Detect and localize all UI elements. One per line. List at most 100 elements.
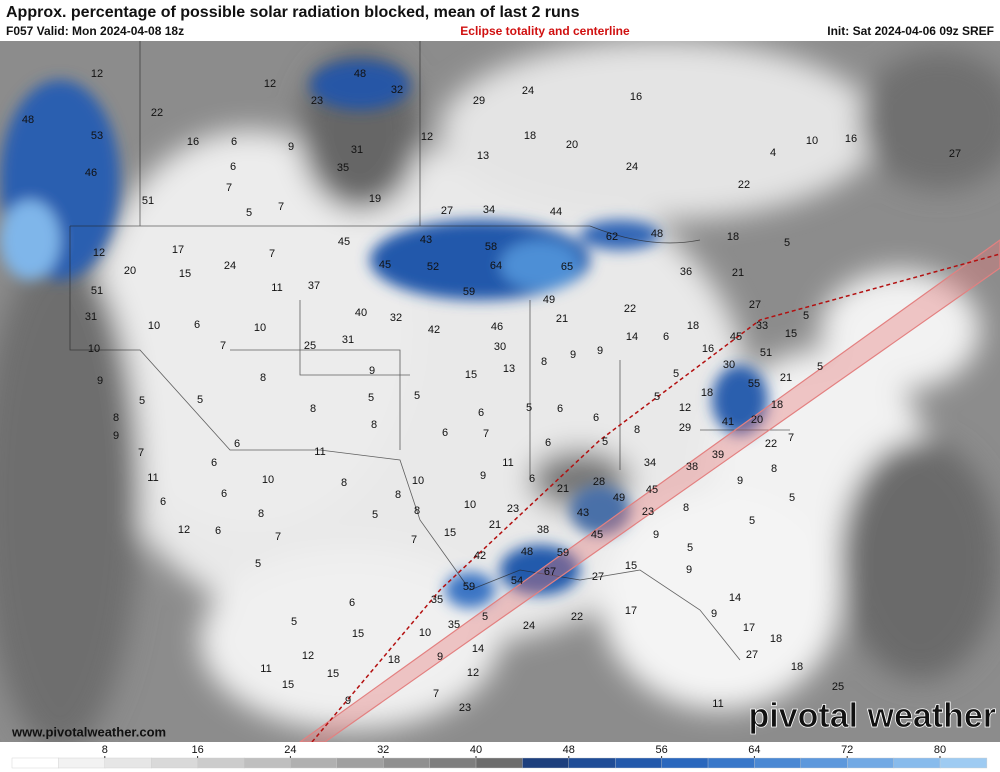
map-value-label: 9 — [113, 430, 119, 442]
map-value-label: 8 — [260, 372, 266, 384]
map-value-label: 22 — [571, 611, 583, 623]
map-value-label: 6 — [663, 331, 669, 343]
map-value-label: 9 — [345, 695, 351, 707]
map-value-label: 7 — [483, 428, 489, 440]
map-value-label: 24 — [224, 260, 236, 272]
colorbar-segment — [615, 757, 663, 769]
map-value-label: 6 — [234, 438, 240, 450]
map-value-label: 16 — [702, 343, 714, 355]
map-value-label: 29 — [679, 422, 691, 434]
map-value-label: 5 — [197, 394, 203, 406]
map-value-label: 8 — [310, 403, 316, 415]
map-value-label: 64 — [490, 260, 502, 272]
map-value-label: 43 — [577, 507, 589, 519]
map-value-label: 6 — [215, 525, 221, 537]
init-time: Init: Sat 2024-04-06 09z SREF — [827, 24, 994, 38]
map-value-label: 16 — [187, 136, 199, 148]
map-value-label: 12 — [302, 650, 314, 662]
map-value-label: 7 — [226, 182, 232, 194]
map-value-label: 48 — [521, 546, 533, 558]
map-value-label: 5 — [372, 509, 378, 521]
map-value-label: 23 — [507, 503, 519, 515]
map-value-label: 5 — [789, 492, 795, 504]
map-value-label: 6 — [211, 457, 217, 469]
map-value-label: 5 — [368, 392, 374, 404]
map-value-label: 12 — [178, 524, 190, 536]
map-value-label: 34 — [644, 457, 656, 469]
map-value-label: 10 — [148, 320, 160, 332]
map-value-label: 7 — [138, 447, 144, 459]
map-value-label: 59 — [463, 581, 475, 593]
colorbar-segment — [290, 757, 338, 769]
map-value-label: 9 — [597, 345, 603, 357]
map-value-label: 6 — [478, 407, 484, 419]
map-value-label: 40 — [355, 307, 367, 319]
map-value-label: 30 — [494, 341, 506, 353]
map-value-label: 5 — [803, 310, 809, 322]
map-value-label: 48 — [354, 68, 366, 80]
map-value-label: 23 — [459, 702, 471, 714]
map-value-label: 18 — [791, 661, 803, 673]
map-value-label: 18 — [524, 130, 536, 142]
map-value-label: 8 — [541, 356, 547, 368]
map-value-label: 45 — [730, 331, 742, 343]
map-value-label: 46 — [491, 321, 503, 333]
map-value-label: 25 — [304, 340, 316, 352]
map-value-label: 23 — [311, 95, 323, 107]
map-value-label: 20 — [124, 265, 136, 277]
title: Approx. percentage of possible solar rad… — [6, 4, 580, 21]
map-value-label: 9 — [288, 141, 294, 153]
map-value-label: 51 — [760, 347, 772, 359]
colorbar-segment — [58, 757, 106, 769]
map-value-label: 27 — [746, 649, 758, 661]
colorbar-segment — [243, 757, 292, 769]
colorbar-segment — [383, 757, 431, 769]
map-value-label: 43 — [420, 234, 432, 246]
map-value-label: 21 — [556, 313, 568, 325]
map-value-label: 49 — [613, 492, 625, 504]
map-value-label: 30 — [723, 359, 735, 371]
colorbar-segment — [661, 757, 709, 769]
map-value-label: 5 — [246, 207, 252, 219]
map-value-label: 15 — [282, 679, 294, 691]
map-value-label: 11 — [271, 282, 282, 294]
map-value-label: 35 — [448, 619, 460, 631]
colorbar-tick-label: 72 — [841, 744, 853, 756]
map-value-label: 8 — [341, 477, 347, 489]
map-value-label: 7 — [411, 534, 417, 546]
map-value-label: 12 — [91, 68, 103, 80]
header-bg — [0, 0, 1000, 41]
map-value-label: 18 — [687, 320, 699, 332]
map-value-label: 11 — [147, 472, 158, 484]
map-value-label: 12 — [93, 247, 105, 259]
eclipse-band — [298, 239, 1000, 742]
map-value-label: 8 — [395, 489, 401, 501]
map-value-label: 51 — [142, 195, 154, 207]
map-value-label: 53 — [91, 130, 103, 142]
colorbar-segment — [475, 757, 524, 769]
map-value-label: 48 — [22, 114, 34, 126]
map-value-label: 9 — [480, 470, 486, 482]
map-value-label: 11 — [260, 663, 271, 675]
map-value-label: 15 — [785, 328, 797, 340]
map-value-label: 22 — [765, 438, 777, 450]
map-value-label: 45 — [591, 529, 603, 541]
map-value-label: 9 — [737, 475, 743, 487]
map-value-label: 32 — [391, 84, 403, 96]
map-value-label: 6 — [442, 427, 448, 439]
map-value-label: 5 — [687, 542, 693, 554]
map-value-label: 7 — [433, 688, 439, 700]
map-value-label: 9 — [437, 651, 443, 663]
map-value-label: 17 — [743, 622, 755, 634]
map-value-label: 18 — [388, 654, 400, 666]
eclipse-centerline — [311, 253, 1000, 742]
map-value-label: 4 — [770, 147, 776, 159]
map-value-label: 46 — [85, 167, 97, 179]
map-value-label: 9 — [653, 529, 659, 541]
map-value-label: 45 — [646, 484, 658, 496]
map-value-label: 17 — [172, 244, 184, 256]
map-value-label: 5 — [784, 237, 790, 249]
map-value-label: 14 — [626, 331, 638, 343]
map-value-label: 8 — [258, 508, 264, 520]
